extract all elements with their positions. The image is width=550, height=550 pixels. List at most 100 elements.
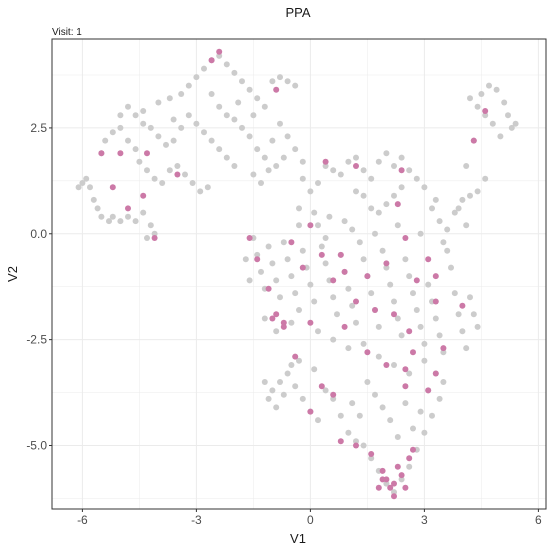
background-point [444, 247, 451, 254]
background-point [402, 400, 409, 407]
background-point [246, 133, 253, 140]
background-point [166, 95, 173, 102]
background-point [474, 103, 481, 110]
background-point [277, 379, 283, 385]
highlight-point [140, 192, 147, 199]
background-point [178, 91, 185, 97]
highlight-point [307, 408, 314, 415]
background-point [144, 167, 150, 174]
background-point [489, 120, 496, 127]
highlight-point [273, 311, 280, 318]
highlight-point [459, 302, 466, 309]
background-point [455, 205, 462, 212]
background-point [132, 218, 139, 225]
background-point [315, 180, 321, 186]
background-point [299, 395, 306, 402]
background-point [497, 133, 504, 140]
background-point [383, 201, 390, 208]
background-point [375, 209, 382, 216]
background-point [307, 188, 314, 195]
background-point [284, 256, 291, 263]
highlight-point [375, 484, 382, 491]
background-point [501, 99, 508, 106]
background-point [197, 188, 204, 195]
background-point [208, 137, 215, 144]
background-point [151, 175, 158, 182]
background-point [478, 91, 485, 97]
x-tick-label: -6 [77, 513, 88, 527]
background-point [254, 146, 261, 153]
background-point [231, 116, 238, 123]
highlight-point [337, 251, 344, 258]
background-point [269, 78, 276, 85]
background-point [273, 163, 280, 169]
background-point [204, 184, 211, 191]
background-point [132, 146, 139, 153]
background-point [334, 311, 340, 318]
background-point [223, 112, 230, 119]
background-point [151, 230, 158, 237]
highlight-point [273, 86, 280, 93]
background-point [201, 129, 207, 136]
background-point [273, 328, 280, 335]
background-point [261, 379, 268, 385]
background-point [288, 273, 295, 280]
background-point [448, 264, 454, 271]
background-point [254, 95, 261, 102]
background-point [231, 69, 238, 76]
highlight-point [432, 370, 439, 377]
background-point [394, 222, 401, 229]
highlight-point [265, 285, 272, 292]
background-point [425, 281, 432, 288]
background-point [330, 336, 337, 343]
background-point [250, 171, 257, 178]
background-point [242, 256, 249, 263]
background-point [421, 184, 428, 191]
background-point [383, 264, 390, 271]
background-point [440, 379, 447, 385]
background-point [322, 387, 329, 394]
highlight-point [269, 315, 276, 322]
background-point [330, 167, 337, 174]
background-point [463, 222, 470, 229]
highlight-point [391, 311, 397, 318]
background-point [505, 112, 511, 119]
background-point [94, 205, 101, 212]
background-point [391, 362, 397, 368]
background-point [413, 307, 420, 313]
background-point [79, 180, 86, 186]
background-point [398, 184, 405, 191]
background-point [512, 120, 519, 127]
background-point [299, 158, 306, 165]
background-point [87, 184, 93, 191]
background-point [109, 129, 116, 136]
highlight-point [151, 235, 158, 241]
y-axis-title: V2 [5, 266, 20, 282]
background-point [364, 379, 371, 385]
background-point [261, 315, 268, 322]
highlight-point [432, 273, 439, 280]
background-point [239, 78, 245, 85]
highlight-point [398, 167, 405, 174]
background-point [353, 319, 359, 326]
background-point [311, 366, 318, 373]
background-point [307, 281, 314, 288]
background-point [360, 256, 367, 263]
background-point [417, 230, 424, 237]
background-point [337, 412, 344, 419]
highlight-point [307, 222, 314, 229]
background-point [360, 340, 367, 347]
background-point [406, 273, 413, 280]
background-point [398, 476, 405, 483]
axis-ticks: -6 -3 0 3 6 -5.0 -2.5 0.0 2.5 [26, 121, 542, 527]
background-point [277, 74, 283, 81]
background-point [436, 395, 443, 402]
background-point [391, 163, 397, 169]
background-point [459, 196, 466, 203]
background-point [349, 226, 356, 233]
background-point [318, 243, 325, 250]
background-point [102, 137, 109, 144]
background-point [235, 99, 242, 106]
background-point [147, 124, 154, 131]
background-point [315, 328, 321, 335]
